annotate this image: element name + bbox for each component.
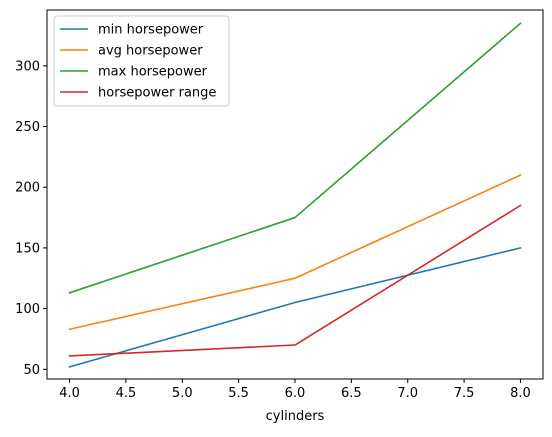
series-layer	[68, 22, 522, 368]
x-tick-label: 7.0	[397, 386, 418, 401]
x-tick-label: 4.5	[116, 386, 137, 401]
legend: min horsepower avg horsepower max horsepow…	[53, 15, 230, 107]
x-tick-label: 7.5	[454, 386, 475, 401]
legend-label-1: min horsepower	[98, 23, 204, 38]
legend-label-4: horsepower range	[98, 86, 216, 101]
series-line-4	[68, 204, 522, 357]
x-tick-label: 4.0	[59, 386, 80, 401]
x-tick-label: 5.5	[228, 386, 249, 401]
x-tick-label: 8.0	[510, 386, 531, 401]
y-tick-label: 100	[15, 302, 40, 317]
legend-label-2: avg horsepower	[98, 44, 203, 59]
y-tick-label: 250	[15, 120, 40, 135]
x-axis-label: cylinders	[266, 409, 325, 424]
y-tick-label: 50	[23, 363, 40, 378]
x-tick-label: 6.0	[285, 386, 306, 401]
series-line-3	[68, 22, 522, 294]
series-line-1	[68, 246, 522, 368]
x-tick-label: 5.0	[172, 386, 193, 401]
series-line-2	[68, 174, 522, 331]
y-tick-label: 200	[15, 181, 40, 196]
legend-label-3: max horsepower	[98, 65, 208, 80]
legend-box	[53, 15, 230, 107]
x-axis-ticks: 4.0 4.5 5.0 5.5 6.0 6.5 7.0 7.5 8.0	[59, 379, 531, 401]
x-tick-label: 6.5	[341, 386, 362, 401]
y-axis-ticks: 50 100 150 200 250 300	[15, 59, 47, 378]
y-tick-label: 300	[15, 59, 40, 74]
y-tick-label: 150	[15, 241, 40, 256]
